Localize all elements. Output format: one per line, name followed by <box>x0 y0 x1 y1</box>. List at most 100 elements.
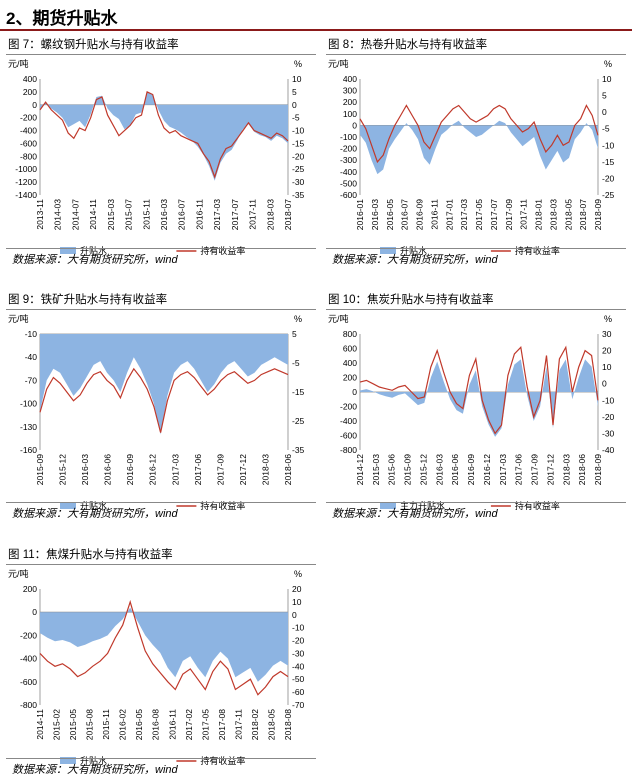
x-tick-label: 2015-03 <box>106 199 116 230</box>
legend-label: 持有收益率 <box>515 245 560 256</box>
x-tick-label: 2017-11 <box>519 199 529 230</box>
left-tick-label: 400 <box>23 74 37 84</box>
line-series-carry-yield <box>39 367 289 433</box>
x-tick-label: 2016-09 <box>466 454 476 485</box>
x-tick-label: 2016-06 <box>450 454 460 485</box>
right-tick-label: 20 <box>602 346 612 356</box>
left-tick-label: -400 <box>20 654 37 664</box>
area-series-basis <box>40 334 288 435</box>
source-rule <box>6 502 316 503</box>
x-tick-label: 2018-03 <box>548 199 558 230</box>
chart-panel-7: 图 7：螺纹钢升贴水与持有收益率 元/吨% 400 200 0 -200 -400 -600-… <box>6 37 316 263</box>
right-unit: % <box>294 59 302 69</box>
chart-svg: 元/吨 % 800 600 400 200 0 -200 -400 -600 -800 30 20 10 0… <box>328 313 615 511</box>
source-note: 数据来源：大有期货研究所，wind <box>12 764 178 776</box>
chart-svg: 元/吨 %4003002001000-100-200-300-400-500-60… <box>328 58 615 256</box>
right-unit: % <box>294 314 302 324</box>
chart-svg: 元/吨 %4002000-200-400-600-800-1000-1200-14… <box>8 58 305 256</box>
right-tick-label: 5 <box>602 91 607 101</box>
right-tick-label: 5 <box>292 329 297 339</box>
right-tick-label: -40 <box>602 445 615 455</box>
legend-label: 持有收益率 <box>200 245 245 256</box>
x-tick-label: 2017-06 <box>514 454 524 485</box>
right-tick-label: -5 <box>602 124 610 134</box>
left-tick-label: 400 <box>343 358 357 368</box>
right-tick-label: -10 <box>292 623 305 633</box>
x-tick-label: 2017-09 <box>504 199 514 230</box>
chart-title: 图 9：铁矿升贴水与持有收益率 <box>8 294 168 306</box>
right-tick-label: -15 <box>292 138 305 148</box>
right-tick-label: -10 <box>292 126 305 136</box>
x-tick-label: 2017-07 <box>489 199 499 230</box>
area-series-basis <box>360 120 598 175</box>
x-tick-label: 2017-01 <box>444 199 454 230</box>
legend-label: 持有收益率 <box>200 755 245 766</box>
left-tick-label: 0 <box>32 607 37 617</box>
left-tick-label: -200 <box>20 113 37 123</box>
left-tick-label: 0 <box>352 387 357 397</box>
x-tick-label: 2015-12 <box>58 454 68 485</box>
left-tick-label: -100 <box>20 399 37 409</box>
left-tick-label: -800 <box>20 151 37 161</box>
left-tick-label: -10 <box>25 329 38 339</box>
legend-swatch-area <box>380 502 396 509</box>
left-unit: 元/吨 <box>328 58 349 69</box>
right-tick-label: -20 <box>292 151 305 161</box>
line-series-carry-yield <box>359 104 599 164</box>
left-tick-label: -800 <box>20 700 37 710</box>
chart-title: 图 10：焦炭升贴水与持有收益率 <box>328 294 494 306</box>
x-tick-label: 2017-12 <box>545 454 555 485</box>
line-series-carry-yield <box>39 91 289 179</box>
left-tick-label: -160 <box>20 445 37 455</box>
legend-swatch-area <box>60 757 76 764</box>
x-tick-label: 2017-02 <box>184 709 194 740</box>
left-unit: 元/吨 <box>8 58 29 69</box>
x-tick-label: 2016-02 <box>118 709 128 740</box>
x-tick-label: 2018-06 <box>577 454 587 485</box>
right-tick-label: 30 <box>602 329 612 339</box>
right-unit: % <box>604 314 612 324</box>
left-tick-label: 100 <box>343 109 357 119</box>
right-tick-label: 10 <box>602 74 612 84</box>
x-tick-label: 2015-03 <box>371 454 381 485</box>
chart-panel-9: 图 9：铁矿升贴水与持有收益率 元/吨% -10 -40 -70 -100 -130 -160… <box>6 292 316 518</box>
x-tick-label: 2018-02 <box>250 709 260 740</box>
x-tick-label: 2017-03 <box>170 454 180 485</box>
line-series-carry-yield <box>359 345 599 435</box>
x-tick-label: 2016-12 <box>148 454 158 485</box>
left-tick-label: -500 <box>340 178 357 188</box>
title-rule <box>6 309 316 310</box>
right-tick-label: -10 <box>602 395 615 405</box>
left-tick-label: -400 <box>340 416 357 426</box>
left-tick-label: -600 <box>20 138 37 148</box>
x-tick-label: 2018-05 <box>266 709 276 740</box>
x-tick-label: 2017-12 <box>238 454 248 485</box>
chart-panel-10: 图 10：焦炭升贴水与持有收益率 元/吨% 800 600 400 200 0 -200 -40… <box>326 292 626 518</box>
right-tick-label: 0 <box>602 107 607 117</box>
source-rule <box>6 758 316 759</box>
x-tick-label: 2017-08 <box>217 709 227 740</box>
left-tick-label: -130 <box>20 422 37 432</box>
x-tick-label: 2014-12 <box>355 454 365 485</box>
right-tick-label: -25 <box>292 164 305 174</box>
x-tick-label: 2015-11 <box>141 199 151 230</box>
x-tick-label: 2017-05 <box>474 199 484 230</box>
legend-label: 持有收益率 <box>515 500 560 511</box>
left-tick-label: -200 <box>340 402 357 412</box>
x-tick-label: 2017-11 <box>233 709 243 740</box>
right-tick-label: -25 <box>602 190 615 200</box>
x-tick-label: 2017-09 <box>530 454 540 485</box>
x-tick-label: 2017-03 <box>212 199 222 230</box>
title-rule <box>6 564 316 565</box>
left-tick-label: -70 <box>25 375 38 385</box>
left-tick-label: -800 <box>340 445 357 455</box>
line-series-carry-yield <box>39 599 289 696</box>
right-tick-label: -15 <box>602 157 615 167</box>
chart-panel-8: 图 8：热卷升贴水与持有收益率 元/吨% 400 300 200 100 0 -100 -200… <box>326 37 626 263</box>
x-tick-label: 2014-11 <box>88 199 98 230</box>
left-tick-label: 200 <box>343 373 357 383</box>
left-unit: 元/吨 <box>8 313 29 324</box>
x-tick-label: 2015-08 <box>85 709 95 740</box>
x-tick-label: 2016-03 <box>159 199 169 230</box>
left-tick-label: -600 <box>340 190 357 200</box>
